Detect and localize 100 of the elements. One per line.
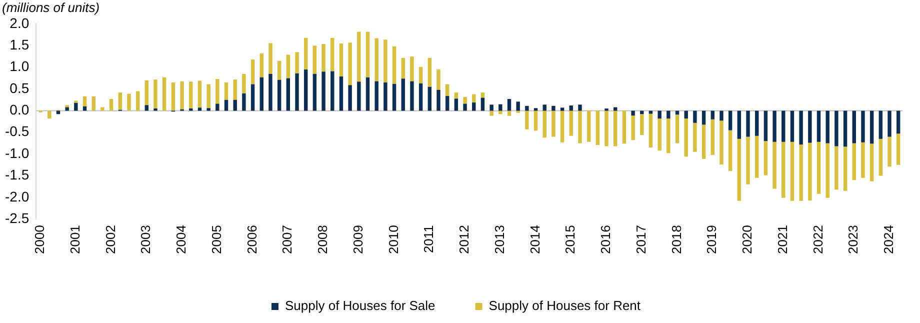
bar [834,110,838,146]
bar [684,110,688,119]
bar [507,110,512,116]
bar [728,110,732,130]
bar [516,102,520,111]
bar [162,77,166,111]
bar [843,110,848,147]
bar [242,93,246,111]
bar [445,96,450,111]
bar [666,118,670,154]
bar [490,104,494,111]
bar [888,110,892,137]
bar [569,110,574,136]
bar [384,40,388,83]
x-tick-label: 2017 [633,225,648,254]
y-tick-label: 1.0 [10,58,30,74]
bar [286,78,290,111]
bar [304,70,308,111]
bar [578,110,582,144]
bar [622,110,626,144]
bar [826,110,830,144]
bar [808,110,812,143]
bar [48,110,52,119]
bar [870,144,874,182]
bar [658,110,662,119]
bar [569,106,574,111]
bar [384,82,388,111]
bar [755,110,759,136]
bar [224,100,228,111]
bar [480,92,485,98]
bar [206,108,210,111]
bar [675,110,680,115]
bar [286,54,290,78]
bar [578,104,582,111]
bar [180,81,184,110]
x-tick-label: 2019 [704,225,720,254]
bar [675,114,680,144]
bar [154,79,158,109]
bar [586,110,591,142]
bar [392,84,396,111]
bar [480,98,485,111]
bar [702,124,706,159]
bar [233,79,237,100]
bar [472,102,476,111]
bar [852,143,856,180]
bar [330,71,334,111]
bar [410,56,414,82]
bar [666,110,670,119]
bar [648,114,653,148]
bar [418,66,423,84]
bar [401,78,405,111]
bar [816,110,821,142]
x-tick-label: 2021 [774,225,790,254]
y-tick-label: -2.0 [5,188,30,204]
bar [764,141,768,176]
bar [268,43,272,74]
bar [896,134,900,165]
bar [144,80,149,106]
bar [136,91,140,111]
bar [445,84,450,96]
x-tick-label: 2013 [492,225,507,254]
bar [560,108,564,111]
bar [304,38,308,70]
bar [401,58,405,79]
bar [614,110,618,146]
bar [436,70,440,90]
bar [260,77,264,111]
x-tick-label: 2010 [386,225,401,254]
bar [206,84,210,108]
bar [216,104,220,111]
bar [782,110,786,142]
bar [92,96,96,111]
bar [852,110,856,144]
bar [366,77,370,111]
bar [312,74,317,111]
bar [410,81,414,111]
bar [100,107,104,111]
bar [357,32,361,82]
bar [534,110,538,131]
bar [428,86,432,111]
bar [710,119,714,155]
bar [737,138,742,201]
bar [772,110,776,142]
bar [490,110,494,116]
x-tick-label: 2008 [315,225,330,254]
bar [250,84,255,111]
bar [870,110,874,144]
bar [878,138,883,176]
bar [374,38,378,82]
bar [772,142,776,189]
bar [330,38,334,72]
bar [339,44,344,76]
bar [118,92,122,110]
bar [233,100,237,111]
x-tick-label: 2005 [208,225,224,254]
x-tick-label: 2011 [421,225,436,254]
bar [693,110,697,123]
bar [720,120,724,164]
bar [498,110,502,114]
bar [216,79,220,104]
